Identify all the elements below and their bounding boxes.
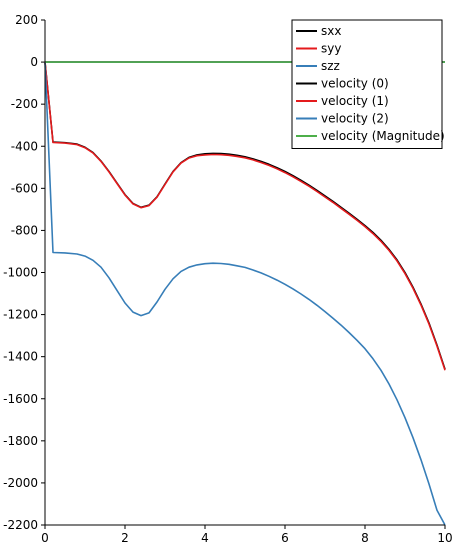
legend-label: sxx <box>321 24 341 38</box>
y-tick-label: -600 <box>11 181 38 195</box>
x-tick-label: 4 <box>201 531 209 545</box>
y-tick-label: 200 <box>15 13 38 27</box>
legend: sxx syy szz velocity (0) velocity (1) velocit… <box>291 19 445 149</box>
legend-label: velocity (0) <box>321 77 389 91</box>
series-line-syy <box>44 62 446 371</box>
y-tick-label: -1600 <box>3 392 38 406</box>
legend-label: velocity (1) <box>321 94 389 108</box>
y-tick-label: -1800 <box>3 434 38 448</box>
legend-label: velocity (Magnitude) <box>321 129 445 143</box>
y-tick-label: -800 <box>11 223 38 237</box>
x-tick-label: 8 <box>361 531 369 545</box>
y-tick-label: -400 <box>11 139 38 153</box>
axes <box>44 20 445 526</box>
legend-label: szz <box>321 59 340 73</box>
legend-label: velocity (2) <box>321 112 389 126</box>
y-tick-label: -2000 <box>3 476 38 490</box>
y-axis-ticks: 200 0 -200 -400 -600 -800 -1000 -1200 -1400 -1600… <box>3 13 45 532</box>
series-line-szz <box>44 62 446 526</box>
legend-label: syy <box>321 42 341 56</box>
x-tick-label: 10 <box>437 531 452 545</box>
y-tick-label: -2200 <box>3 518 38 532</box>
x-tick-label: 2 <box>121 531 129 545</box>
x-tick-label: 6 <box>281 531 289 545</box>
y-tick-label: 0 <box>30 55 38 69</box>
x-tick-label: 0 <box>41 531 49 545</box>
y-tick-label: -200 <box>11 97 38 111</box>
y-tick-label: -1400 <box>3 350 38 364</box>
y-tick-label: -1200 <box>3 308 38 322</box>
x-axis-ticks: 0 2 4 6 8 10 <box>41 525 453 545</box>
y-tick-label: -1000 <box>3 266 38 280</box>
